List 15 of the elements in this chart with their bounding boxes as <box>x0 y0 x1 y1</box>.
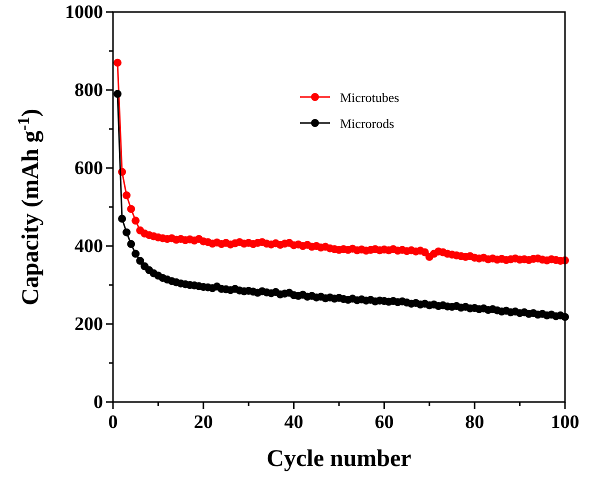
y-tick-label: 400 <box>74 236 103 257</box>
x-tick-label: 40 <box>284 412 304 433</box>
y-tick-label: 800 <box>74 80 103 101</box>
y-tick-label: 0 <box>94 392 103 413</box>
x-tick-label: 20 <box>194 412 213 433</box>
legend-label: Microrods <box>340 116 394 131</box>
x-tick-label: 0 <box>108 412 118 433</box>
x-tick-label: 100 <box>550 412 580 433</box>
legend-label: Microtubes <box>340 90 400 105</box>
x-axis-title: Cycle number <box>266 446 412 472</box>
y-tick-label: 1000 <box>65 2 103 23</box>
y-tick-label: 600 <box>74 158 103 179</box>
y-tick-label: 200 <box>74 314 103 335</box>
x-tick-label: 60 <box>374 412 394 433</box>
x-tick-label: 80 <box>465 412 484 433</box>
